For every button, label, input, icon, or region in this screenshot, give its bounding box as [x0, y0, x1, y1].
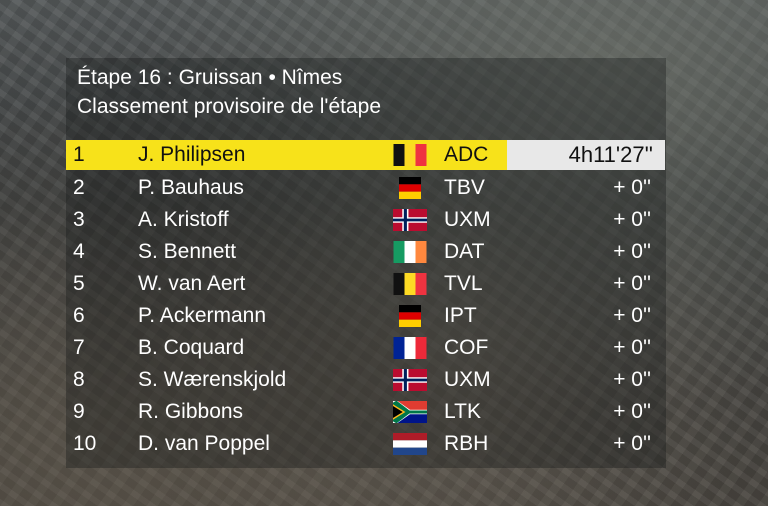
rank: 9 — [73, 400, 85, 423]
rank: 10 — [73, 432, 97, 455]
time-gap: + 0'' — [613, 304, 651, 327]
norway-flag-icon — [393, 209, 427, 231]
table-row: 5 W. van Aert TVL + 0'' — [66, 268, 665, 300]
table-row: 6 P. Ackermann IPT + 0'' — [66, 300, 665, 332]
time-gap: + 0'' — [613, 208, 651, 231]
stage-time: 4h11'27'' — [568, 142, 653, 167]
rider-name: R. Gibbons — [138, 400, 244, 423]
time-gap: + 0'' — [613, 368, 651, 391]
time-gap: + 0'' — [613, 240, 651, 263]
team-code: ADC — [444, 143, 489, 166]
rank: 4 — [73, 240, 85, 263]
results-panel-shade — [66, 58, 666, 468]
rider-name: P. Bauhaus — [138, 176, 244, 199]
rank: 3 — [73, 208, 85, 231]
team-code: RBH — [444, 432, 489, 455]
stage-title: Étape 16 : Gruissan • Nîmes — [77, 66, 343, 89]
team-code: TVL — [444, 272, 483, 295]
germany-flag-icon — [393, 305, 427, 327]
time-gap: + 0'' — [613, 432, 651, 455]
rank: 6 — [73, 304, 85, 327]
rider-name: D. van Poppel — [138, 432, 270, 455]
team-code: UXM — [444, 208, 491, 231]
table-row: 9 R. Gibbons LTK + 0'' — [66, 396, 665, 428]
ireland-flag-icon — [393, 241, 427, 263]
team-code: DAT — [444, 240, 485, 263]
belgium-flag-icon — [393, 273, 427, 295]
stage-subtitle: Classement provisoire de l'étape — [77, 95, 381, 118]
rider-name: P. Ackermann — [138, 304, 267, 327]
rank: 1 — [73, 143, 85, 166]
rider-name: J. Philipsen — [138, 143, 246, 166]
rider-name: A. Kristoff — [138, 208, 229, 231]
table-row: 2 P. Bauhaus TBV + 0'' — [66, 172, 665, 204]
leader-time-box — [507, 140, 665, 170]
netherlands-flag-icon — [393, 433, 427, 455]
rank: 8 — [73, 368, 85, 391]
belgium-flag-icon — [393, 144, 427, 166]
table-row: 4 S. Bennett DAT + 0'' — [66, 236, 665, 268]
rider-name: S. Wærenskjold — [138, 368, 287, 391]
team-code: IPT — [444, 304, 477, 327]
south-africa-flag-icon — [393, 401, 427, 423]
leader-highlight-bar — [66, 140, 507, 170]
rank: 2 — [73, 176, 85, 199]
table-row: 10 D. van Poppel RBH + 0'' — [66, 428, 665, 460]
rider-name: S. Bennett — [138, 240, 237, 263]
time-gap: + 0'' — [613, 272, 651, 295]
rank: 5 — [73, 272, 85, 295]
norway-flag-icon — [393, 369, 427, 391]
table-row: 7 B. Coquard COF + 0'' — [66, 332, 665, 364]
rank: 7 — [73, 336, 85, 359]
rider-name: B. Coquard — [138, 336, 245, 359]
table-row-leader: 1 J. Philipsen ADC 4h11'27'' — [66, 140, 665, 170]
time-gap: + 0'' — [613, 176, 651, 199]
table-row: 3 A. Kristoff UXM + 0'' — [66, 204, 665, 236]
rider-name: W. van Aert — [138, 272, 246, 295]
team-code: COF — [444, 336, 489, 359]
time-gap: + 0'' — [613, 336, 651, 359]
team-code: LTK — [444, 400, 481, 423]
table-row: 8 S. Wærenskjold UXM + 0'' — [66, 364, 665, 396]
team-code: UXM — [444, 368, 491, 391]
germany-flag-icon — [393, 177, 427, 199]
time-gap: + 0'' — [613, 400, 651, 423]
results-table: 1 J. Philipsen ADC 4h11'27'' 2 P. Bauhau… — [66, 140, 665, 460]
team-code: TBV — [444, 176, 485, 199]
france-flag-icon — [393, 337, 427, 359]
